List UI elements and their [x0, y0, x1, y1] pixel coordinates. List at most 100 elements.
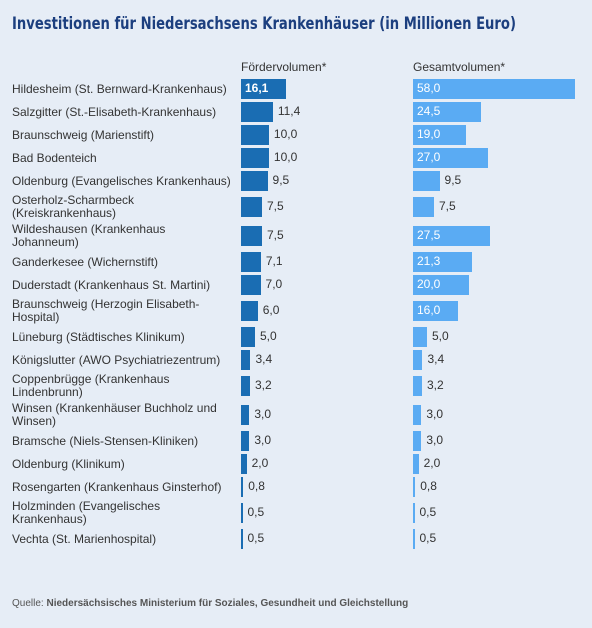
value-label: 0,8: [248, 479, 265, 493]
row: Braunschweig (Marienstift) 10,0 19,0: [12, 125, 587, 145]
row: Braunschweig (Herzogin Elisabeth- Hospit…: [12, 298, 587, 324]
bar: [241, 275, 261, 295]
value-label: 24,5: [417, 104, 441, 118]
category-label: Coppenbrügge (Krankenhaus Lindenbrunn): [12, 372, 170, 399]
bar: [413, 454, 419, 474]
value-label: 7,1: [265, 254, 283, 268]
source-text: Niedersächsisches Ministerium für Sozial…: [46, 598, 409, 609]
bar: [241, 301, 258, 321]
category-label: Salzgitter (St.-Elisabeth-Krankenhaus): [12, 104, 217, 119]
value-label: 0,5: [419, 505, 437, 519]
value-label: 9,5: [444, 173, 462, 187]
bar-cell: 5,0: [413, 327, 585, 347]
value-label: 3,4: [255, 352, 273, 366]
row: Holzminden (Evangelisches Krankenhaus) 0,…: [12, 500, 587, 526]
category-label: Holzminden (Evangelisches Krankenhaus): [12, 499, 161, 526]
bar: [413, 327, 427, 347]
bar: [241, 197, 262, 217]
value-label: 19,0: [417, 127, 441, 141]
bar-cell: 2,0: [413, 454, 585, 474]
bar-cell: 5,0: [241, 327, 413, 347]
category-label: Bad Bodenteich: [12, 150, 97, 165]
value-label: 27,5: [417, 228, 441, 242]
bar: [413, 301, 458, 321]
bar: [413, 405, 422, 425]
bar: [413, 148, 489, 168]
bar: [241, 405, 250, 425]
bar-cell: 0,8: [413, 477, 585, 497]
value-label: 3,4: [427, 352, 445, 366]
value-label: 20,0: [417, 277, 441, 291]
category-label: Oldenburg (Klinikum): [12, 456, 125, 471]
bar-cell: 16,1: [241, 79, 413, 99]
bar: [413, 79, 575, 99]
bar-cell: 9,5: [413, 171, 585, 191]
bar-cell: 11,4: [241, 102, 413, 122]
bar-cell: 10,0: [241, 148, 413, 168]
bar: [413, 125, 467, 145]
value-label: 7,5: [266, 228, 284, 242]
bar: [241, 431, 250, 451]
bar-cell: 0,5: [413, 529, 585, 549]
bar: [413, 529, 415, 549]
row: Oldenburg (Evangelisches Krankenhaus) 9,5…: [12, 171, 587, 191]
bar-cell: 7,5: [241, 226, 413, 246]
bar-cell: 0,5: [413, 503, 585, 523]
bar: [413, 477, 416, 497]
row: Salzgitter (St.-Elisabeth-Krankenhaus) 11…: [12, 102, 587, 122]
category-label: Duderstadt (Krankenhaus St. Martini): [12, 277, 211, 292]
bar: [241, 252, 261, 272]
bar-cell: 0,5: [241, 529, 413, 549]
bar-cell: 3,0: [241, 405, 413, 425]
category-label: Braunschweig (Herzogin Elisabeth- Hospit…: [12, 297, 200, 324]
row: Bad Bodenteich 10,0 27,0: [12, 148, 587, 168]
bar: [241, 226, 262, 246]
row: Wildeshausen (Krankenhaus Johanneum) 7,5 2…: [12, 223, 587, 249]
bar-cell: 9,5: [241, 171, 413, 191]
bar-cell: 3,4: [413, 350, 585, 370]
row: Osterholz-Scharmbeck (Kreiskrankenhaus) 7…: [12, 194, 587, 220]
bar-cell: 58,0: [413, 79, 585, 99]
bar-cell: 3,2: [413, 376, 585, 396]
value-label: 6,0: [262, 303, 280, 317]
bar-cell: 16,0: [413, 301, 585, 321]
bar: [413, 252, 473, 272]
row: Ganderkesee (Wichernstift) 7,1 21,3: [12, 252, 587, 272]
category-label: Ganderkesee (Wichernstift): [12, 254, 159, 269]
category-label: Winsen (Krankenhäuser Buchholz und Winse…: [12, 401, 217, 428]
category-label: Königslutter (AWO Psychiatriezentrum): [12, 352, 221, 367]
value-label: 0,8: [420, 479, 437, 493]
bar: [413, 376, 422, 396]
category-label: Oldenburg (Evangelisches Krankenhaus): [12, 173, 231, 188]
value-label: 10,0: [273, 150, 298, 164]
row: Lüneburg (Städtisches Klinikum) 5,0 5,0: [12, 327, 587, 347]
bar-cell: 3,4: [241, 350, 413, 370]
source: Quelle: Niedersächsisches Ministerium fü…: [12, 598, 408, 609]
bar: [413, 226, 490, 246]
bar: [241, 171, 268, 191]
bar: [241, 454, 247, 474]
bar: [413, 197, 434, 217]
category-label: Wildeshausen (Krankenhaus Johanneum): [12, 222, 166, 249]
value-label: 3,0: [254, 407, 272, 421]
value-label: 9,5: [272, 173, 290, 187]
bar-cell: 6,0: [241, 301, 413, 321]
row: Königslutter (AWO Psychiatriezentrum) 3,4…: [12, 350, 587, 370]
row: Vechta (St. Marienhospital) 0,5 0,5: [12, 529, 587, 549]
bar-cell: 7,5: [413, 197, 585, 217]
value-label: 27,0: [417, 150, 441, 164]
value-label: 16,0: [417, 303, 441, 317]
bar-cell: 7,5: [241, 197, 413, 217]
value-label: 7,5: [266, 199, 284, 213]
value-label: 21,3: [417, 254, 441, 268]
value-label: 3,0: [254, 433, 272, 447]
value-label: 5,0: [259, 329, 277, 343]
bar-cell: 20,0: [413, 275, 585, 295]
category-label: Lüneburg (Städtisches Klinikum): [12, 329, 185, 344]
row: Oldenburg (Klinikum) 2,0 2,0: [12, 454, 587, 474]
bar-cell: 10,0: [241, 125, 413, 145]
bar: [413, 275, 469, 295]
category-label: Rosengarten (Krankenhaus Ginsterhof): [12, 479, 222, 494]
bar-cell: 24,5: [413, 102, 585, 122]
